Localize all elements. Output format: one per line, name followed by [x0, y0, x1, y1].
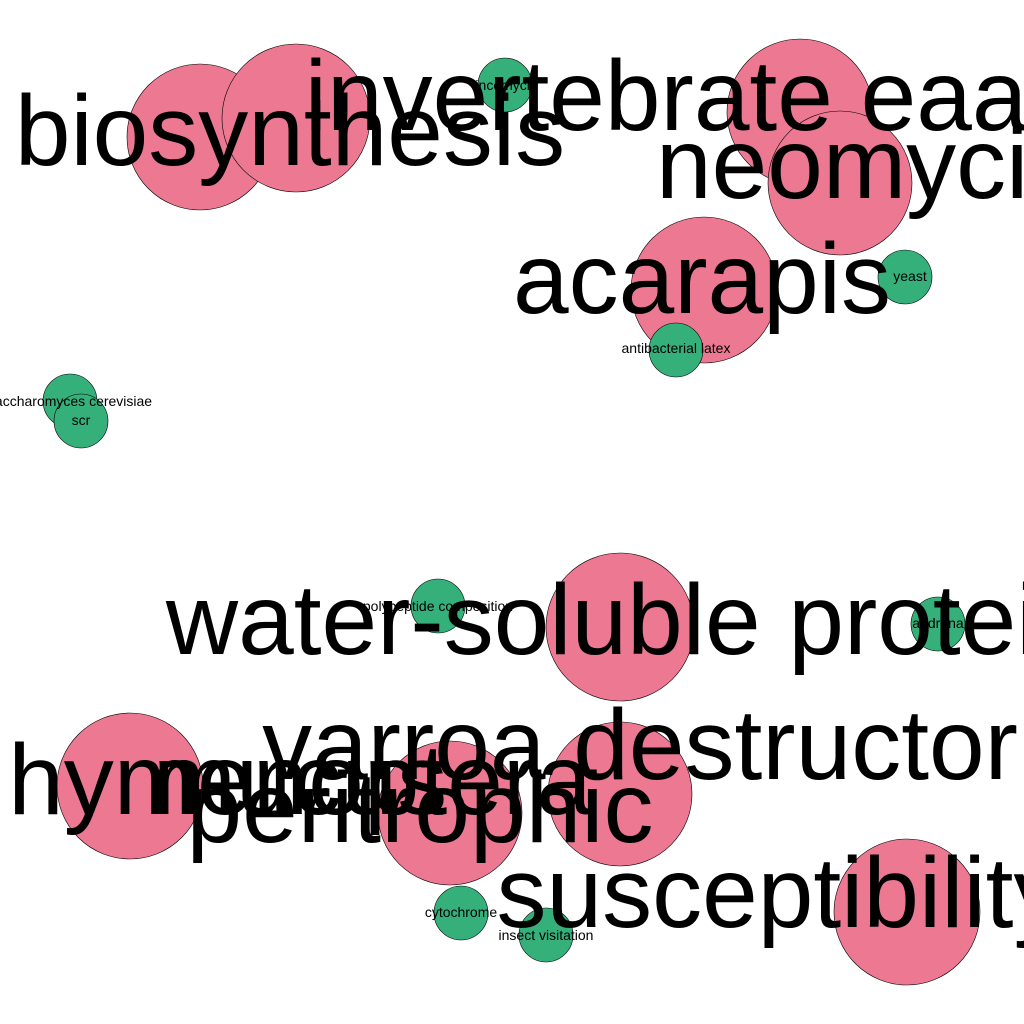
node-circle-varroa-destructor[interactable]	[547, 721, 693, 867]
node-circle-water-soluble-protein[interactable]	[545, 552, 695, 702]
node-label-biosynthesis: biosynthesis	[15, 75, 565, 187]
node-circle-hymenoptera[interactable]	[221, 43, 371, 193]
node-label-neomycin: neomycin	[656, 108, 1024, 220]
node-label-water-soluble-protein: water-soluble protein	[165, 564, 1024, 676]
node-label-insect-visitation: insect visitation	[499, 927, 594, 943]
node-label-scr: scr	[72, 412, 91, 428]
node-circle-polypeptide-composition[interactable]	[410, 578, 466, 634]
node-label-cytochrome: cytochrome	[425, 904, 498, 920]
node-label-antibacterial-latex: antibacterial latex	[622, 340, 731, 356]
node-circles-layer	[42, 38, 981, 986]
node-circle-antibacterial-latex[interactable]	[648, 322, 704, 378]
node-label-invertebrate-eaat: invertebrate eaat	[305, 40, 1024, 152]
node-circle-lincomycin[interactable]	[477, 57, 533, 113]
node-label-mucus: mucus	[153, 724, 448, 836]
node-circle-scr[interactable]	[53, 393, 109, 449]
node-label-susceptibility: susceptibility	[497, 837, 1024, 949]
node-label-saccharomyces-cerevisiae: saccharomyces cerevisiae	[0, 393, 152, 409]
node-label-peritrophic: peritrophic	[187, 752, 654, 864]
node-circle-andrena[interactable]	[910, 596, 966, 652]
node-circle-peritrophic[interactable]	[377, 740, 523, 886]
node-label-lincomycin: lincomycin	[472, 77, 537, 93]
node-circle-mucus[interactable]	[56, 712, 204, 860]
node-label-varroa-destructor: varroa destructor	[262, 689, 1018, 801]
node-label-yeast: yeast	[893, 268, 927, 284]
node-label-acarapis: acarapis	[513, 223, 891, 335]
node-circle-cytochrome[interactable]	[433, 885, 489, 941]
node-circle-insect-visitation[interactable]	[518, 907, 574, 963]
node-label-hymenoptera: hymenoptera	[8, 724, 592, 836]
node-circle-susceptibility[interactable]	[833, 838, 981, 986]
node-circle-neomycin[interactable]	[767, 110, 913, 256]
node-label-polypeptide-composition: polypeptide composition	[363, 598, 513, 614]
node-label-andrena: andrena	[912, 615, 964, 631]
node-circle-yeast[interactable]	[877, 249, 933, 305]
